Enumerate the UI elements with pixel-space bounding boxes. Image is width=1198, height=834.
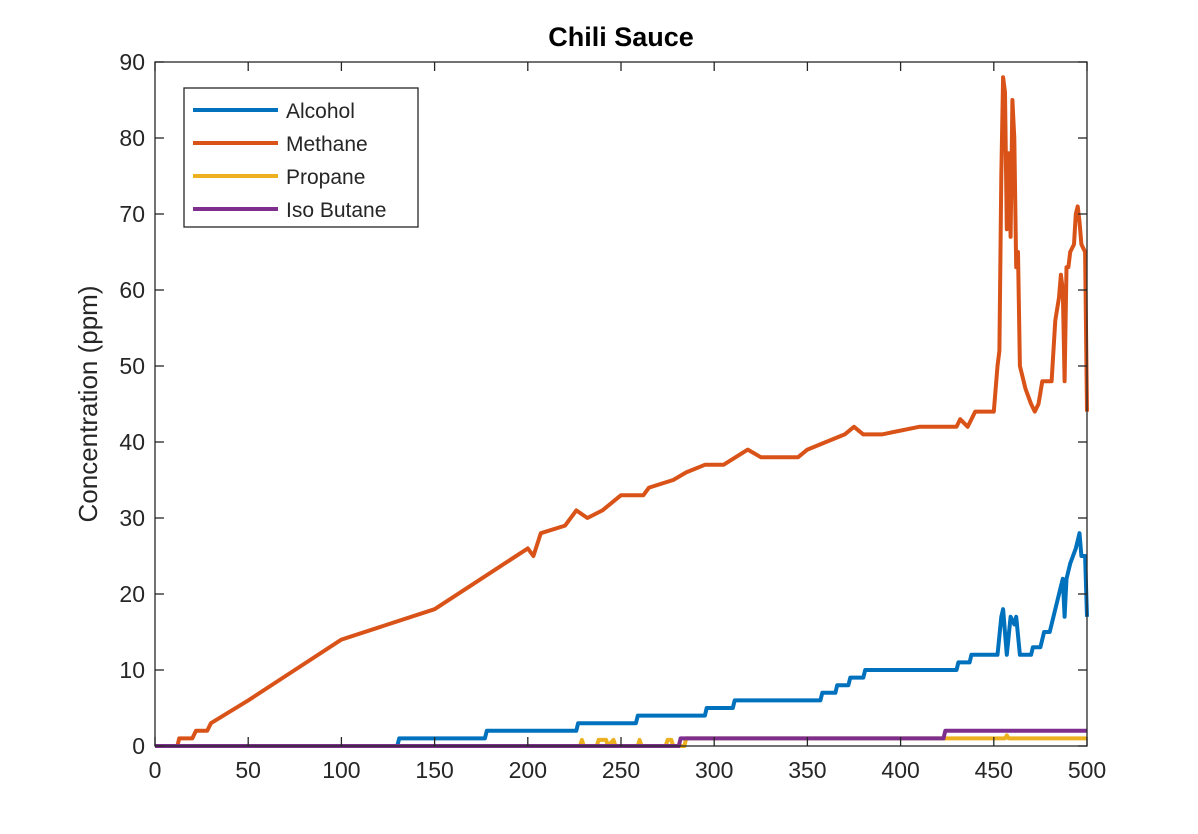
y-tick-label: 20 bbox=[119, 581, 145, 607]
x-tick-label: 150 bbox=[415, 757, 453, 783]
x-tick-label: 0 bbox=[149, 757, 162, 783]
series-line-methane bbox=[155, 75, 1089, 748]
y-tick-label: 80 bbox=[119, 125, 145, 151]
legend-label: Methane bbox=[286, 133, 368, 156]
y-tick-label: 40 bbox=[119, 429, 145, 455]
legend: Alcohol Methane Propane Iso Butane bbox=[183, 87, 419, 228]
x-tick-label: 300 bbox=[695, 757, 733, 783]
x-tick-label: 50 bbox=[235, 757, 261, 783]
y-tick-label: 50 bbox=[119, 353, 145, 379]
y-tick-label: 10 bbox=[119, 657, 145, 683]
chart-title: Chili Sauce bbox=[548, 22, 694, 52]
x-tick-label: 100 bbox=[322, 757, 360, 783]
y-tick-label: 0 bbox=[132, 733, 145, 759]
x-tick-label: 200 bbox=[509, 757, 547, 783]
legend-label: Iso Butane bbox=[286, 199, 386, 222]
y-tick-label: 30 bbox=[119, 505, 145, 531]
y-tick-label: 70 bbox=[119, 201, 145, 227]
x-tick-label: 250 bbox=[602, 757, 640, 783]
x-tick-label: 500 bbox=[1068, 757, 1106, 783]
legend-label: Alcohol bbox=[286, 100, 355, 123]
x-tick-label: 350 bbox=[788, 757, 826, 783]
x-tick-label: 450 bbox=[975, 757, 1013, 783]
legend-label: Propane bbox=[286, 166, 365, 189]
x-tick-label: 400 bbox=[881, 757, 919, 783]
y-tick-label: 60 bbox=[119, 277, 145, 303]
y-tick-label: 90 bbox=[119, 49, 145, 75]
axis-ticks: 0 50 100 150 200 250 300 350 400 450 500 0 10 20 30 40 5… bbox=[119, 49, 1106, 783]
series-line-alcohol bbox=[155, 531, 1089, 748]
y-axis-label: Concentration (ppm) bbox=[73, 286, 103, 523]
